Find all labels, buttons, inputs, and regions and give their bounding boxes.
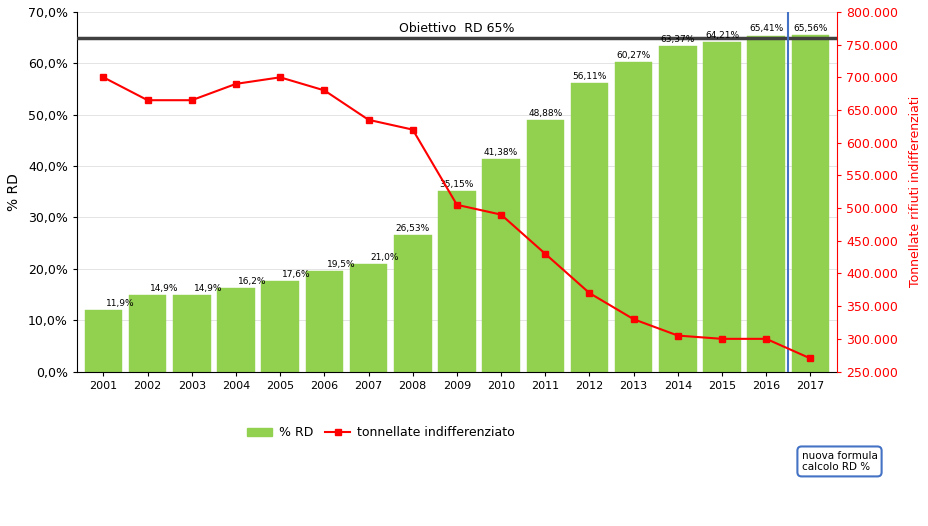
Bar [747,36,784,371]
Text: 64,21%: 64,21% [704,31,739,39]
Text: 60,27%: 60,27% [616,51,651,60]
Bar [84,310,122,371]
Text: 56,11%: 56,11% [572,72,606,81]
Bar [791,35,829,371]
Text: 11,9%: 11,9% [106,299,135,308]
Bar [658,46,696,371]
Text: 63,37%: 63,37% [660,35,694,44]
Text: Obiettivo  RD 65%: Obiettivo RD 65% [399,22,514,35]
Text: 14,9%: 14,9% [194,284,223,293]
Bar [702,42,740,371]
Text: 19,5%: 19,5% [327,260,354,269]
Text: 41,38%: 41,38% [483,148,518,157]
Bar [570,83,608,371]
Bar [217,288,254,371]
Text: 48,88%: 48,88% [528,109,561,118]
Text: 35,15%: 35,15% [439,180,473,189]
Text: 21,0%: 21,0% [370,252,399,261]
Bar [261,281,299,371]
Text: 16,2%: 16,2% [238,277,266,286]
Bar [173,295,211,371]
Text: 14,9%: 14,9% [149,284,178,293]
Text: 65,41%: 65,41% [748,25,782,34]
Bar [614,62,651,371]
Bar [482,159,520,371]
Y-axis label: Tonnellate rifiuti indifferenziati: Tonnellate rifiuti indifferenziati [909,96,922,287]
Y-axis label: % RD: % RD [6,173,21,211]
Bar [438,191,475,371]
Bar [129,295,166,371]
Bar [393,235,431,371]
Bar [526,120,563,371]
Text: 26,53%: 26,53% [395,224,430,233]
Bar [305,271,342,371]
Bar [349,264,387,371]
Text: 17,6%: 17,6% [282,270,311,279]
Text: 65,56%: 65,56% [793,24,827,33]
Text: nuova formula
calcolo RD %: nuova formula calcolo RD % [801,451,877,472]
Legend: % RD, tonnellate indifferenziato: % RD, tonnellate indifferenziato [242,421,519,444]
